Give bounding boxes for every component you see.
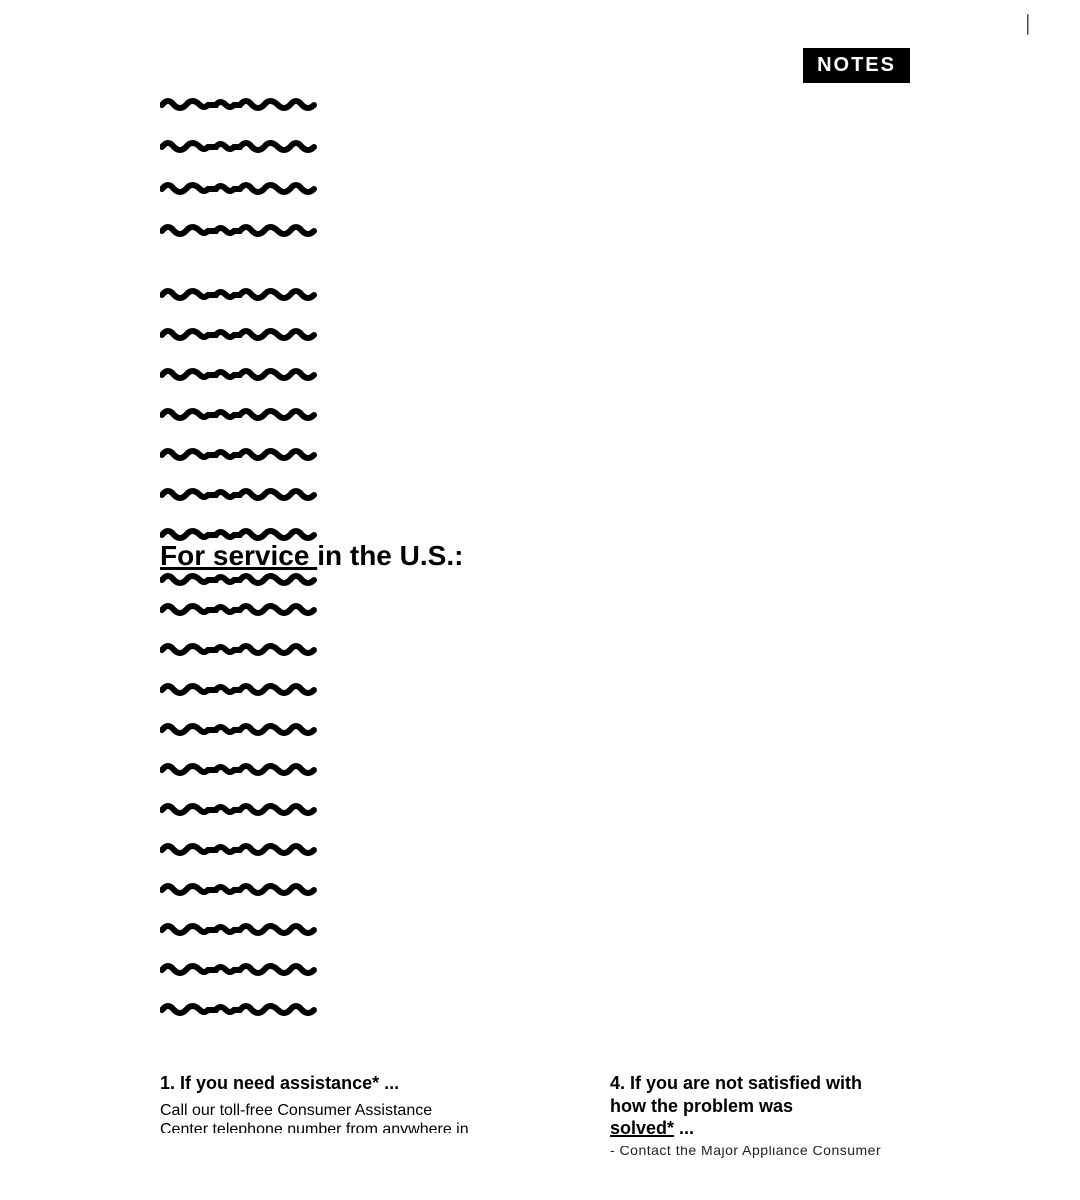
footer-left-body: Call our toll-free Consumer Assistance C… bbox=[160, 1101, 570, 1139]
squiggle-line bbox=[160, 445, 860, 485]
footer-right-heading-l1: 4. If you are not satisfied with bbox=[610, 1073, 862, 1093]
squiggle-line bbox=[160, 325, 860, 365]
squiggle-line bbox=[160, 221, 860, 263]
squiggle-line bbox=[160, 960, 860, 1000]
footer-left-body-line2-cut: Center telephone number from anywhere in bbox=[160, 1120, 469, 1133]
squiggle-line bbox=[160, 285, 860, 325]
squiggle-group-1 bbox=[160, 95, 860, 263]
squiggle-line bbox=[160, 95, 860, 137]
squiggle-group-2 bbox=[160, 285, 860, 565]
footer-left-body-line1: Call our toll-free Consumer Assistance bbox=[160, 1102, 432, 1119]
scan-artifact-mark: | bbox=[1026, 10, 1030, 36]
document-page: | NOTES For service in the U.S.: 1. If y… bbox=[0, 0, 1080, 1200]
service-heading-rest: in the U.S.: bbox=[317, 540, 463, 571]
squiggle-line bbox=[160, 720, 860, 760]
footer-right-cut-text: - Contact the Major Appliance Consumer bbox=[610, 1146, 881, 1158]
squiggle-line bbox=[160, 800, 860, 840]
squiggle-line bbox=[160, 485, 860, 525]
service-heading: For service in the U.S.: bbox=[160, 540, 463, 572]
footer-right-heading-l2: how the problem was bbox=[610, 1096, 793, 1116]
squiggle-group-3 bbox=[160, 600, 860, 1040]
squiggle-line bbox=[160, 365, 860, 405]
footer-right: 4. If you are not satisfied with how the… bbox=[610, 1072, 1020, 1162]
heading-squiggle bbox=[160, 570, 340, 591]
squiggle-line bbox=[160, 600, 860, 640]
footer-left: 1. If you need assistance* ... Call our … bbox=[160, 1072, 570, 1162]
squiggle-line bbox=[160, 840, 860, 880]
squiggle-line bbox=[160, 760, 860, 800]
squiggle-line bbox=[160, 405, 860, 445]
squiggle-line bbox=[160, 179, 860, 221]
footer-right-heading: 4. If you are not satisfied with how the… bbox=[610, 1072, 1020, 1140]
squiggle-line bbox=[160, 680, 860, 720]
footer-right-heading-tail: ... bbox=[674, 1118, 694, 1138]
footer-right-heading-underlined: solved* bbox=[610, 1118, 674, 1138]
footer-right-cut-line: - Contact the Major Appliance Consumer bbox=[610, 1146, 1020, 1162]
footer: 1. If you need assistance* ... Call our … bbox=[160, 1072, 1020, 1162]
squiggle-line bbox=[160, 920, 860, 960]
footer-left-heading: 1. If you need assistance* ... bbox=[160, 1072, 570, 1095]
squiggle-line bbox=[160, 1000, 860, 1040]
service-heading-underlined: For service bbox=[160, 540, 317, 571]
squiggle-line bbox=[160, 640, 860, 680]
squiggle-line bbox=[160, 880, 860, 920]
notes-badge: NOTES bbox=[803, 48, 910, 83]
squiggle-line bbox=[160, 137, 860, 179]
